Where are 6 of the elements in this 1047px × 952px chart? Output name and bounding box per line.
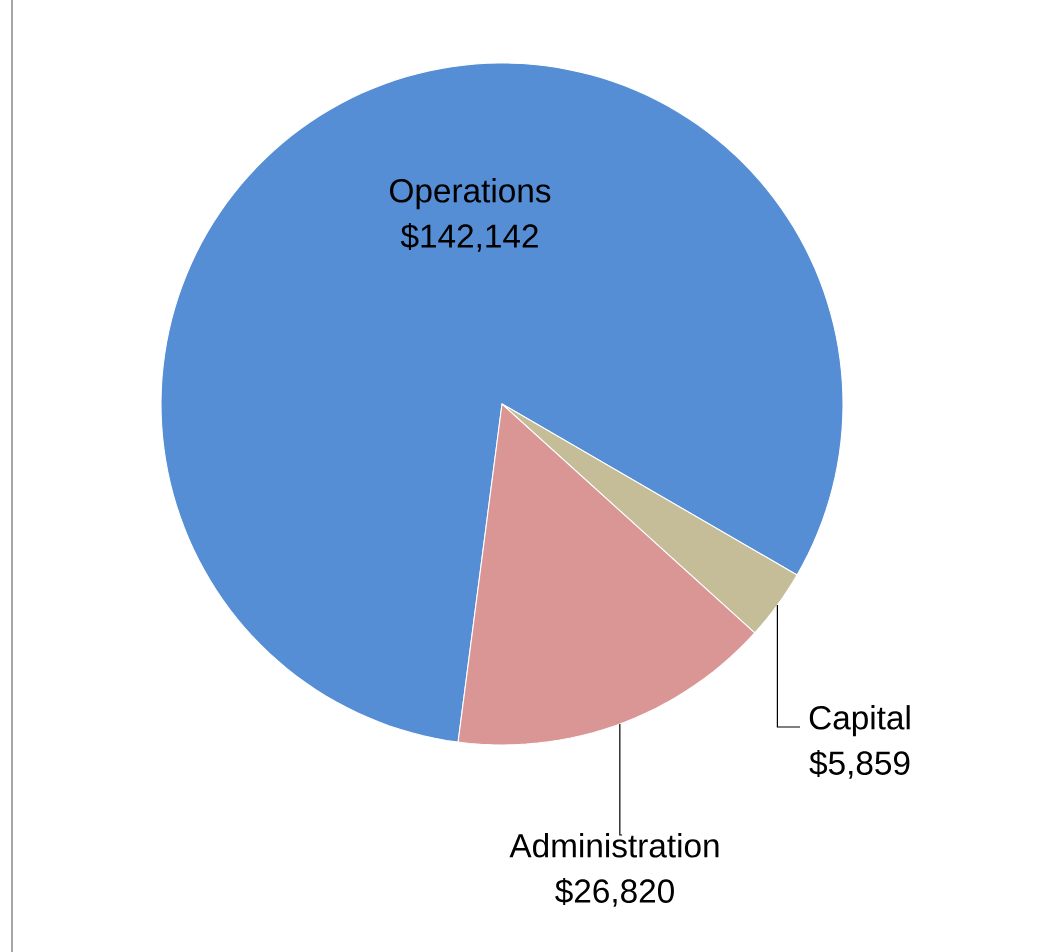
- slice-label: Administration: [509, 833, 719, 858]
- data-label: $5,859: [809, 749, 910, 779]
- data-label: $26,820: [555, 877, 674, 907]
- slice-label: Operations: [390, 178, 551, 210]
- data-label: $142,142: [400, 222, 538, 252]
- slice-label: Capital: [809, 705, 910, 737]
